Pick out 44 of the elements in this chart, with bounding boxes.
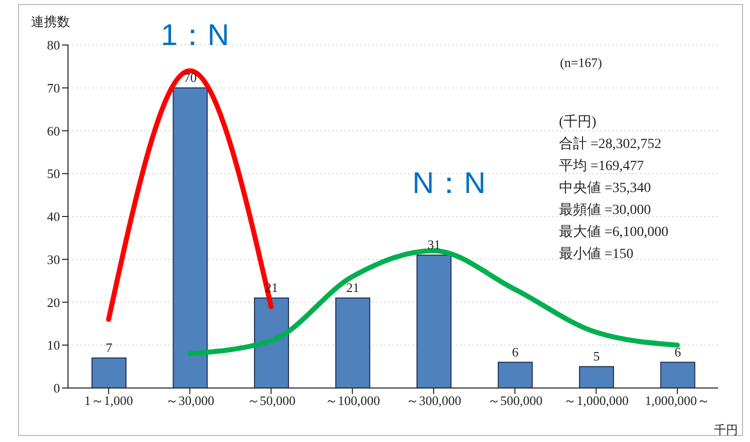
data-label: 7: [106, 340, 113, 355]
y-tick-label: 60: [47, 123, 60, 138]
data-label: 5: [593, 348, 600, 364]
data-label: 21: [346, 280, 360, 295]
bar: [172, 87, 208, 388]
x-tick-label: ～50,000: [246, 393, 296, 408]
annotation: 合計 =28,302,752: [559, 136, 662, 152]
annotation: (n=167): [560, 55, 602, 70]
y-tick-label: 0: [54, 380, 60, 396]
annotation: 最頻値 =30,000: [559, 202, 651, 218]
annotation: 平均 =169,477: [559, 158, 644, 174]
annotation: 中央値 =35,340: [559, 180, 651, 196]
data-label: 70: [184, 70, 197, 85]
x-tick-label: ～300,000: [406, 393, 462, 408]
bar: [254, 297, 289, 388]
annotation: 1：N: [160, 19, 230, 52]
y-tick-label: 40: [47, 209, 60, 224]
y-tick-label: 20: [47, 294, 60, 310]
annotation: 最大値 =6,100,000: [559, 224, 668, 240]
x-axis-title: 千円: [714, 423, 738, 437]
y-tick-label: 50: [47, 166, 60, 182]
bar: [92, 357, 126, 388]
x-tick-label: ～30,000: [166, 393, 214, 408]
y-tick-label: 80: [47, 38, 60, 53]
bar: [335, 297, 370, 388]
x-tick-label: 1～1,000: [84, 393, 133, 408]
bar: [416, 254, 452, 388]
y-tick-label: 70: [47, 80, 60, 96]
x-tick-label: ～100,000: [324, 393, 380, 408]
y-tick-label: 30: [47, 252, 60, 267]
y-tick-label: 10: [47, 338, 60, 353]
annotation: 最小値 =150: [559, 246, 634, 262]
y-axis-title: 連携数: [31, 14, 70, 29]
x-tick-label: ～1,000,000: [564, 393, 629, 408]
bar: [498, 362, 533, 388]
annotation: (千円): [559, 114, 597, 130]
bar: [579, 366, 614, 388]
bar: [660, 362, 696, 388]
annotation: N：N: [412, 167, 486, 200]
data-label: 6: [512, 344, 519, 360]
data-label: 31: [428, 237, 440, 252]
x-tick-label: ～500,000: [487, 393, 542, 408]
data-label: 6: [674, 344, 682, 360]
x-tick-label: 1,000,000～: [644, 393, 710, 408]
